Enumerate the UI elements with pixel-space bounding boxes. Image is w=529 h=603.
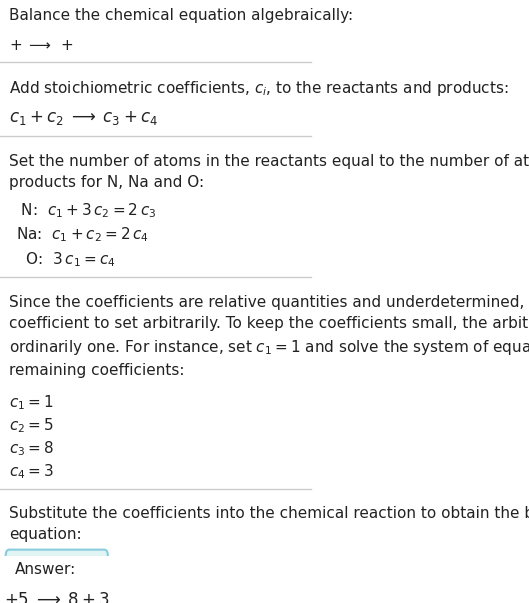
- Text: $c_2 = 5$: $c_2 = 5$: [10, 416, 54, 435]
- Text: $c_1 + c_2\;\longrightarrow\;c_3 + c_4$: $c_1 + c_2\;\longrightarrow\;c_3 + c_4$: [10, 110, 158, 127]
- Text: $c_4 = 3$: $c_4 = 3$: [10, 462, 54, 481]
- Text: $c_1 = 1$: $c_1 = 1$: [10, 394, 54, 412]
- Text: Balance the chemical equation algebraically:: Balance the chemical equation algebraica…: [10, 8, 353, 24]
- Text: $c_3 = 8$: $c_3 = 8$: [10, 439, 54, 458]
- Text: Set the number of atoms in the reactants equal to the number of atoms in the
pro: Set the number of atoms in the reactants…: [10, 154, 529, 190]
- FancyBboxPatch shape: [6, 550, 108, 603]
- Text: $+ 5\;\longrightarrow\;8 + 3$: $+ 5\;\longrightarrow\;8 + 3$: [4, 591, 110, 603]
- Text: Na:  $c_1 + c_2 = 2\,c_4$: Na: $c_1 + c_2 = 2\,c_4$: [15, 226, 149, 244]
- Text: Substitute the coefficients into the chemical reaction to obtain the balanced
eq: Substitute the coefficients into the che…: [10, 507, 529, 542]
- Text: Since the coefficients are relative quantities and underdetermined, choose a
coe: Since the coefficients are relative quan…: [10, 294, 529, 377]
- Text: $+\;\longrightarrow\;+$: $+\;\longrightarrow\;+$: [10, 39, 74, 53]
- Text: Add stoichiometric coefficients, $c_i$, to the reactants and products:: Add stoichiometric coefficients, $c_i$, …: [10, 80, 509, 98]
- Text: Answer:: Answer:: [15, 562, 76, 577]
- Text: N:  $c_1 + 3\,c_2 = 2\,c_3$: N: $c_1 + 3\,c_2 = 2\,c_3$: [15, 201, 156, 220]
- Text: O:  $3\,c_1 = c_4$: O: $3\,c_1 = c_4$: [15, 250, 115, 269]
